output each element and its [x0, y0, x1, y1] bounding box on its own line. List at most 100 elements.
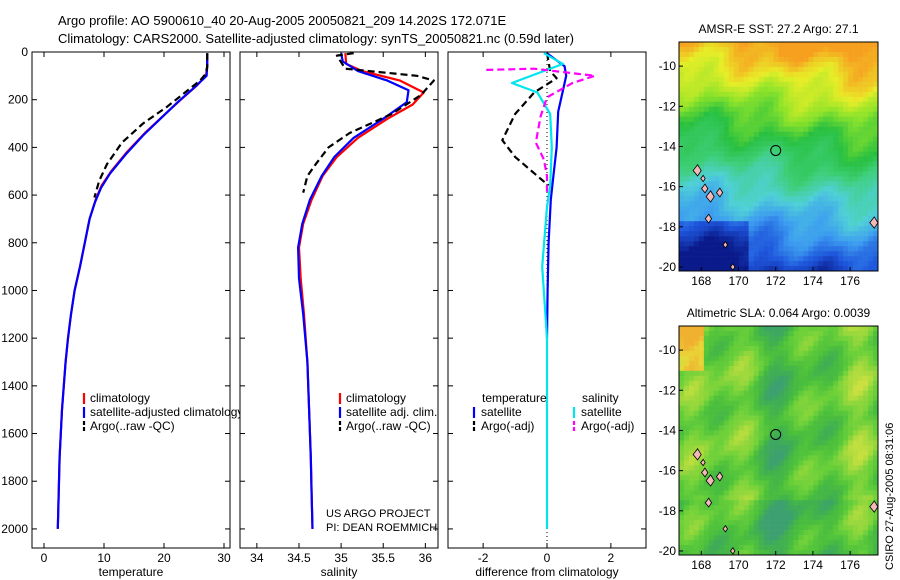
legend-header: salinity	[582, 391, 619, 405]
map-x-tick-label: 174	[803, 274, 823, 288]
x-tick-label: 0	[544, 551, 551, 565]
legend-entry: Argo(-adj)	[581, 419, 634, 433]
map-y-tick-label: -16	[659, 180, 677, 194]
island-shape	[700, 174, 706, 183]
plot-frame	[31, 51, 231, 549]
y-tick-label: 800	[8, 236, 28, 250]
series-line-difference-3	[486, 67, 596, 193]
series-line-difference-1	[501, 53, 558, 187]
y-tick-label: 400	[8, 140, 28, 154]
x-tick-label: 10	[97, 551, 111, 565]
map-frame	[678, 41, 879, 272]
x-tick-label: -2	[478, 551, 489, 565]
y-tick-label: 600	[8, 188, 28, 202]
pi-label: PI: DEAN ROEMMICH	[326, 522, 437, 534]
map-y-tick-label: -10	[659, 343, 677, 357]
y-tick-label: 1600	[1, 427, 28, 441]
sla-map: Altimetric SLA: 0.064 Argo: 0.0039 168 170…	[659, 306, 879, 572]
legend-entry: satellite	[581, 405, 622, 419]
island-shape	[705, 474, 715, 487]
map-title: Altimetric SLA: 0.064 Argo: 0.0039	[687, 306, 871, 320]
x-tick-label: 36	[419, 551, 433, 565]
x-tick-label: 34.5	[287, 551, 311, 565]
map-x-tick-label: 176	[840, 558, 860, 572]
legend-entry: Argo(-adj)	[481, 419, 534, 433]
salinity-profile-chart: 34 34.5 35 35.5 36 salinity climatologysatelli…	[239, 51, 439, 579]
figure-title-line-1: Argo profile: AO 5900610_40 20-Aug-2005 …	[58, 13, 506, 28]
y-tick-label: 0	[21, 45, 28, 59]
y-tick-label: 200	[8, 93, 28, 107]
island-shape	[729, 547, 736, 555]
credit-timestamp: CSIRO 27-Aug-2005 08:31:06	[884, 423, 896, 570]
sst-map: AMSR-E SST: 27.2 Argo: 27.1 168 170 172 174 1…	[659, 22, 879, 288]
map-y-tick-label: -12	[659, 99, 677, 113]
legend-entry: satellite	[481, 405, 522, 419]
x-axis-label: difference from climatology	[475, 565, 618, 579]
island-shape	[722, 524, 728, 533]
series-line-salinity-1	[297, 52, 410, 529]
island-shape	[692, 164, 702, 177]
map-x-tick-label: 168	[691, 274, 711, 288]
legend-entry: satellite adj. clim.	[346, 405, 437, 419]
map-y-tick-label: -14	[659, 423, 677, 437]
series-line-salinity-2	[302, 52, 435, 193]
map-x-tick-label: 170	[728, 558, 748, 572]
island-shape	[705, 190, 715, 203]
map-y-tick-label: -18	[659, 220, 677, 234]
figure-title-line-2: Climatology: CARS2000. Satellite-adjuste…	[58, 31, 574, 46]
legend-header: temperature	[482, 391, 547, 405]
map-y-tick-label: -16	[659, 464, 677, 478]
map-color-field	[679, 42, 879, 272]
map-y-tick-label: -10	[659, 59, 677, 73]
x-tick-label: 2	[608, 551, 615, 565]
map-color-field	[679, 326, 879, 556]
x-tick-label: 34	[250, 551, 264, 565]
map-x-tick-label: 168	[691, 558, 711, 572]
legend-entry: Argo(..raw -QC)	[346, 419, 431, 433]
project-label: US ARGO PROJECT	[326, 508, 431, 520]
map-frame	[678, 325, 879, 556]
series-line-difference-2	[510, 52, 565, 529]
island-shape	[722, 240, 728, 249]
map-x-tick-label: 172	[766, 274, 786, 288]
map-x-tick-label: 176	[840, 274, 860, 288]
island-shape	[715, 187, 724, 198]
x-tick-label: 20	[157, 551, 171, 565]
map-y-tick-label: -18	[659, 504, 677, 518]
y-tick-label: 2000	[1, 522, 28, 536]
legend-entry: climatology	[90, 391, 150, 405]
plot-frame	[239, 51, 439, 549]
map-x-tick-label: 172	[766, 558, 786, 572]
map-x-tick-label: 174	[803, 558, 823, 572]
island-shape	[692, 448, 702, 461]
argo-location-marker	[770, 428, 782, 440]
island-shape	[715, 471, 724, 482]
y-tick-label: 1200	[1, 331, 28, 345]
island-shape	[701, 467, 709, 478]
y-tick-label: 1400	[1, 379, 28, 393]
y-tick-label: 1800	[1, 474, 28, 488]
map-x-tick-label: 170	[728, 274, 748, 288]
map-y-tick-label: -12	[659, 383, 677, 397]
legend-entry: climatology	[346, 391, 406, 405]
x-tick-label: 0	[41, 551, 48, 565]
island-shape	[701, 183, 709, 194]
series-line-temperature-1	[56, 53, 209, 529]
argo-location-marker	[770, 144, 782, 156]
series-line-temperature-2	[93, 53, 209, 198]
legend-entry: Argo(..raw -QC)	[90, 419, 175, 433]
x-tick-label: 30	[217, 551, 231, 565]
x-axis-label: salinity	[321, 565, 358, 579]
x-tick-label: 35.5	[372, 551, 396, 565]
legend-entry: satellite-adjusted climatology	[90, 405, 243, 419]
map-title: AMSR-E SST: 27.2 Argo: 27.1	[698, 22, 858, 36]
island-shape	[704, 213, 713, 224]
x-tick-label: 35	[334, 551, 348, 565]
temperature-profile-chart: 0 10 20 30 0 200 400 600 800 1000 1200 1400 1600 1800…	[1, 45, 243, 579]
map-y-tick-label: -14	[659, 139, 677, 153]
map-y-tick-label: -20	[659, 544, 677, 558]
island-shape	[700, 458, 706, 467]
island-shape	[704, 497, 713, 508]
